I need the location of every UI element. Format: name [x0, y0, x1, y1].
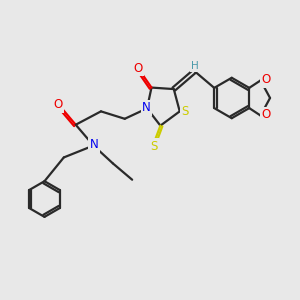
Text: S: S: [150, 140, 157, 153]
Text: H: H: [191, 61, 199, 71]
Text: N: N: [90, 138, 98, 152]
Text: N: N: [142, 101, 151, 114]
Text: O: O: [261, 108, 271, 122]
Text: S: S: [182, 105, 189, 118]
Text: O: O: [53, 98, 62, 111]
Text: O: O: [261, 74, 271, 86]
Text: O: O: [134, 62, 143, 75]
